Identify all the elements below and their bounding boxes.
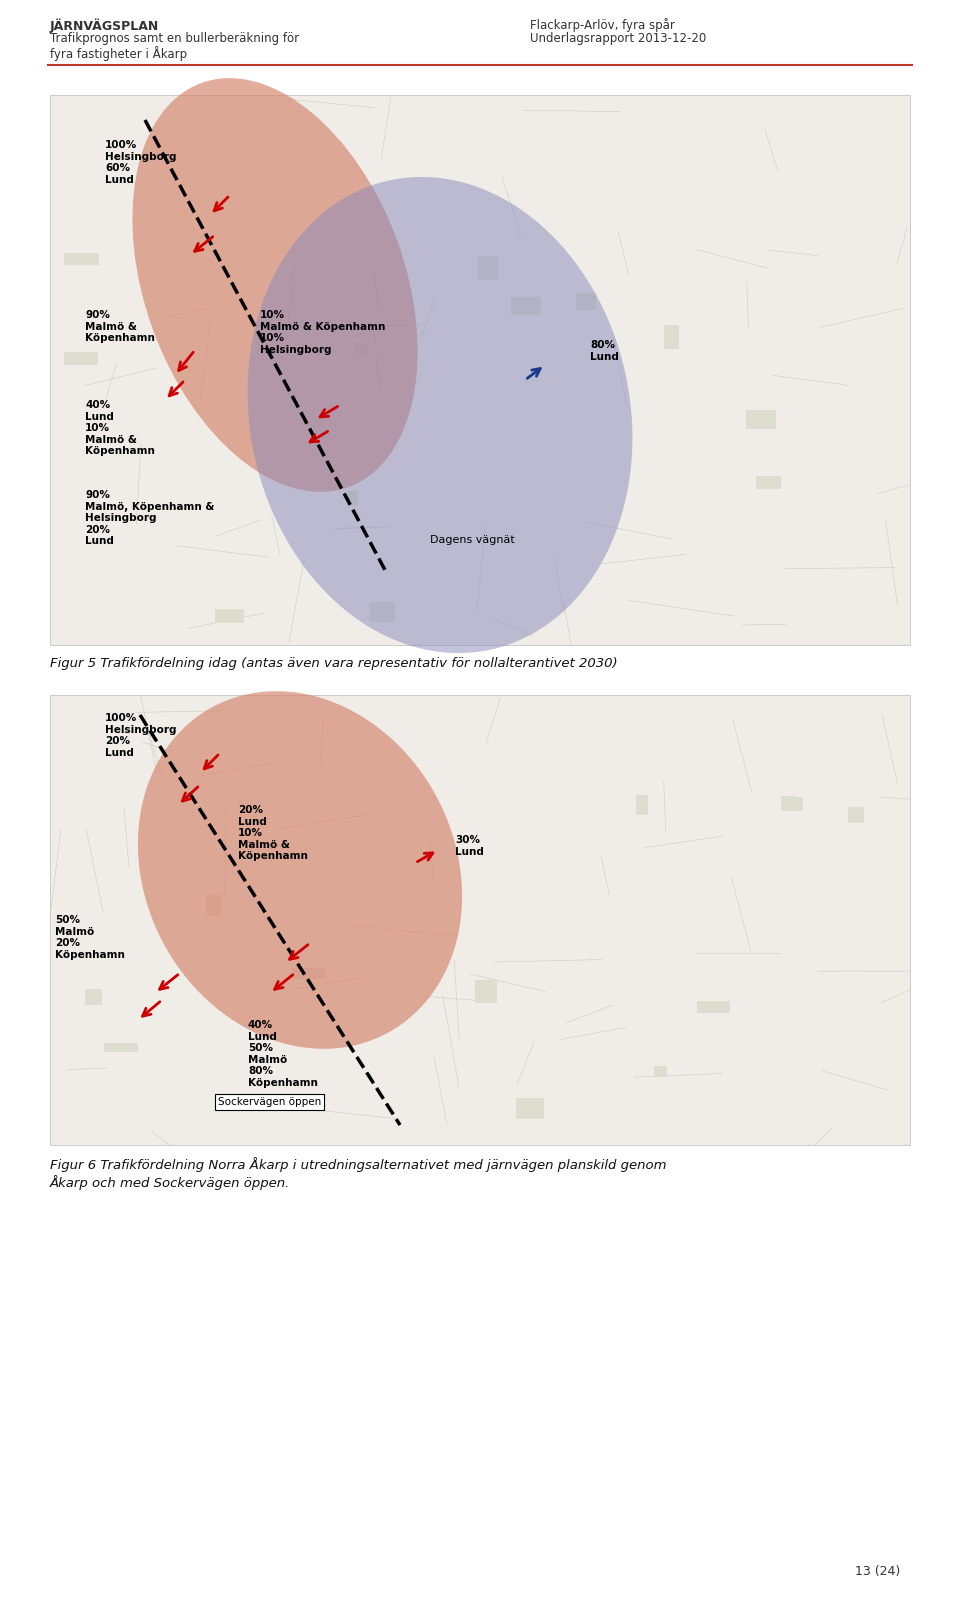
Text: 13 (24): 13 (24) — [854, 1565, 900, 1578]
Bar — [636, 795, 648, 815]
Text: Figur 5 Trafikfördelning idag (antas även vara representativ för nollalterantive: Figur 5 Trafikfördelning idag (antas äve… — [50, 657, 617, 670]
Text: JÄRNVÄGSPLAN: JÄRNVÄGSPLAN — [50, 18, 159, 32]
Text: Dagens vägnät: Dagens vägnät — [430, 535, 515, 545]
Bar — [746, 410, 777, 429]
Text: Figur 6 Trafikfördelning Norra Åkarp i utredningsalternativet med järnvägen plan: Figur 6 Trafikfördelning Norra Åkarp i u… — [50, 1157, 666, 1173]
Bar — [50, 95, 910, 646]
Text: fyra fastigheter i Åkarp: fyra fastigheter i Åkarp — [50, 46, 187, 61]
Bar — [781, 798, 803, 811]
Text: 100%
Helsingborg
60%
Lund: 100% Helsingborg 60% Lund — [105, 139, 177, 184]
Bar — [63, 352, 98, 365]
Bar — [655, 1065, 667, 1077]
Bar — [576, 293, 595, 309]
Text: 80%
Lund: 80% Lund — [590, 340, 619, 362]
Text: 30%
Lund: 30% Lund — [455, 835, 484, 857]
Text: 20%
Lund
10%
Malmö &
Köpenhamn: 20% Lund 10% Malmö & Köpenhamn — [238, 804, 308, 862]
Bar — [84, 988, 102, 1004]
Text: 10%
Malmö & Köpenhamn
10%
Helsingborg: 10% Malmö & Köpenhamn 10% Helsingborg — [260, 311, 385, 354]
Bar — [697, 1001, 730, 1014]
Bar — [663, 325, 679, 349]
Bar — [63, 253, 99, 266]
Text: Åkarp och med Sockervägen öppen.: Åkarp och med Sockervägen öppen. — [50, 1174, 290, 1190]
Text: Flackarp-Arlöv, fyra spår: Flackarp-Arlöv, fyra spår — [530, 18, 675, 32]
Bar — [511, 296, 540, 316]
Text: Trafikprognos samt en bullerberäkning för: Trafikprognos samt en bullerberäkning fö… — [50, 32, 300, 45]
Bar — [474, 979, 497, 1003]
Text: 50%
Malmö
20%
Köpenhamn: 50% Malmö 20% Köpenhamn — [55, 915, 125, 960]
Bar — [50, 695, 910, 1145]
Text: 40%
Lund
10%
Malmö &
Köpenhamn: 40% Lund 10% Malmö & Köpenhamn — [85, 400, 155, 457]
Bar — [478, 256, 497, 280]
Bar — [215, 609, 244, 623]
Text: Sockervägen öppen: Sockervägen öppen — [218, 1097, 322, 1107]
Text: 40%
Lund
50%
Malmö
80%
Köpenhamn: 40% Lund 50% Malmö 80% Köpenhamn — [248, 1020, 318, 1088]
Text: 90%
Malmö, Köpenhamn &
Helsingborg
20%
Lund: 90% Malmö, Köpenhamn & Helsingborg 20% L… — [85, 490, 214, 546]
Ellipse shape — [132, 78, 418, 492]
Bar — [355, 343, 368, 356]
Bar — [292, 969, 326, 979]
Bar — [370, 602, 396, 622]
Bar — [206, 894, 221, 915]
Bar — [848, 807, 864, 823]
Bar — [516, 1099, 544, 1118]
Bar — [104, 1043, 138, 1051]
Text: 90%
Malmö &
Köpenhamn: 90% Malmö & Köpenhamn — [85, 311, 155, 343]
Text: Underlagsrapport 2013-12-20: Underlagsrapport 2013-12-20 — [530, 32, 707, 45]
Bar — [348, 490, 358, 506]
Text: 100%
Helsingborg
20%
Lund: 100% Helsingborg 20% Lund — [105, 713, 177, 758]
Ellipse shape — [138, 690, 462, 1049]
Bar — [756, 476, 781, 489]
Ellipse shape — [248, 176, 633, 654]
Bar — [780, 796, 795, 811]
